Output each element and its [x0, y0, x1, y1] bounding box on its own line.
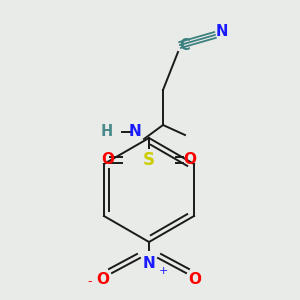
Text: +: + — [158, 266, 168, 276]
Text: N: N — [142, 256, 155, 272]
Text: -: - — [88, 275, 92, 289]
Text: S: S — [143, 151, 155, 169]
Text: C: C — [180, 38, 190, 52]
Text: N: N — [129, 124, 141, 140]
Text: N: N — [216, 25, 228, 40]
Text: O: O — [97, 272, 110, 287]
Text: H: H — [101, 124, 113, 140]
Text: O: O — [188, 272, 202, 287]
Text: O: O — [101, 152, 115, 167]
Text: O: O — [184, 152, 196, 167]
